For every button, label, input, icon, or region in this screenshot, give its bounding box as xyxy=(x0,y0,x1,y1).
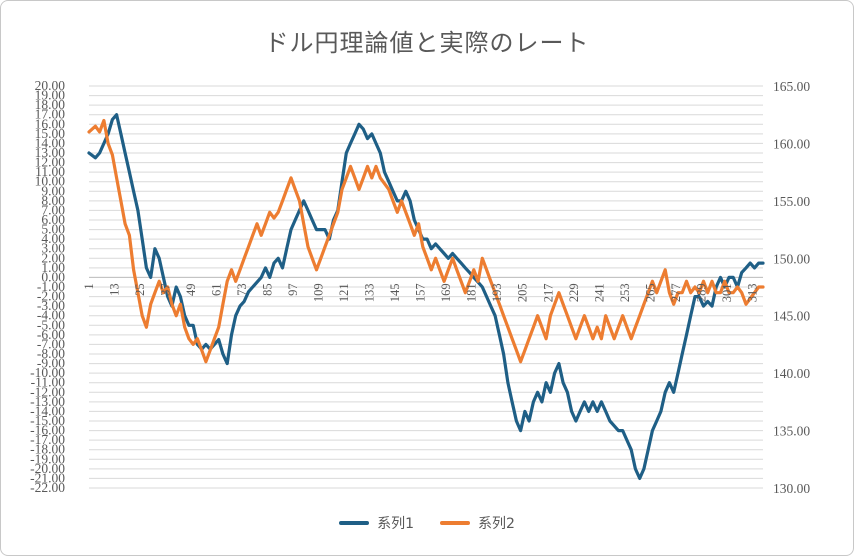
x-axis-tick-label: 253 xyxy=(618,283,632,302)
left-axis-tick-label: -22.00 xyxy=(30,480,65,495)
right-axis-tick-label: 165.00 xyxy=(773,79,810,94)
x-axis-tick-label: 193 xyxy=(490,283,504,302)
left-axis-tick-label: -15.00 xyxy=(30,413,65,428)
legend-label-series1: 系列1 xyxy=(377,516,414,532)
chart-title: ドル円理論値と実際のレート xyxy=(264,31,590,57)
left-axis-tick-label: 18.00 xyxy=(35,97,66,112)
left-axis-tick-label: 11.00 xyxy=(35,164,65,179)
x-axis-tick-label: 25 xyxy=(133,283,147,296)
left-axis-tick-label: 2.00 xyxy=(41,250,65,265)
left-axis-tick-label: 19.00 xyxy=(35,88,66,103)
right-axis-tick-label: 130.00 xyxy=(773,481,810,496)
x-axis-tick-label: 121 xyxy=(337,283,351,302)
x-axis-tick-label: 61 xyxy=(210,283,224,296)
right-axis-tick-label: 155.00 xyxy=(773,194,810,209)
x-axis-tick-label: 1 xyxy=(82,283,96,289)
x-axis-tick-label: 145 xyxy=(388,283,402,302)
left-axis-tick-label: 3.00 xyxy=(41,241,65,256)
left-axis-tick-label: 16.00 xyxy=(35,116,66,131)
left-axis-tick-label: -5.00 xyxy=(37,317,65,332)
legend-label-series2: 系列2 xyxy=(478,516,515,532)
x-axis-tick-label: 157 xyxy=(414,283,428,302)
left-axis-tick-label: -20.00 xyxy=(30,461,65,476)
x-axis-tick-label: 229 xyxy=(567,283,581,302)
left-axis-tick-label: -21.00 xyxy=(30,470,65,485)
left-axis-tick-label: 8.00 xyxy=(41,193,65,208)
left-axis-tick-label: -6.00 xyxy=(37,327,65,342)
x-axis-tick-label: 49 xyxy=(184,283,198,296)
left-axis-tick-label: -1.00 xyxy=(37,279,65,294)
x-axis-tick-label: 265 xyxy=(643,283,657,302)
x-axis-tick-label: 97 xyxy=(286,283,300,296)
x-axis-tick-label: 109 xyxy=(312,283,326,302)
x-axis-tick-label: 181 xyxy=(465,283,479,302)
x-axis-tick-label: 289 xyxy=(694,283,708,302)
left-axis-tick-label: -11.00 xyxy=(31,375,66,390)
x-axis-tick-label: 13 xyxy=(108,283,122,296)
left-axis-tick-label: 20.00 xyxy=(35,78,66,93)
right-axis-tick-label: 160.00 xyxy=(773,136,810,151)
series-line-2 xyxy=(87,118,765,364)
left-axis-tick-label: -13.00 xyxy=(30,394,65,409)
left-axis-tick-label: 10.00 xyxy=(35,174,66,189)
left-axis-tick-label: -2.00 xyxy=(37,289,65,304)
right-axis-tick-label: 145.00 xyxy=(773,309,810,324)
legend-item-series2: 系列2 xyxy=(440,513,515,533)
left-axis-tick-label: 1.00 xyxy=(41,260,65,275)
x-axis-tick-label: 37 xyxy=(159,283,173,296)
left-axis-tick-label: 6.00 xyxy=(41,212,65,227)
x-axis-tick-label: 241 xyxy=(592,283,606,302)
left-axis-tick-label: -14.00 xyxy=(30,403,65,418)
x-axis-tick-label: 73 xyxy=(235,283,249,296)
left-axis-tick-label: -9.00 xyxy=(37,356,65,371)
x-axis-tick-label: 301 xyxy=(720,283,734,302)
right-axis-tick-label: 150.00 xyxy=(773,251,810,266)
right-axis-tick-label: 135.00 xyxy=(773,424,810,439)
left-axis-tick-label: 4.00 xyxy=(41,231,65,246)
left-axis-tick-label: -17.00 xyxy=(30,432,65,447)
x-axis-tick-label: 169 xyxy=(439,283,453,302)
left-axis-tick-label: -12.00 xyxy=(30,384,65,399)
x-axis-tick-label: 217 xyxy=(541,283,555,302)
x-axis-tick-label: 277 xyxy=(669,283,683,302)
left-axis-tick-label: 13.00 xyxy=(35,145,66,160)
left-axis-tick-label: -3.00 xyxy=(37,298,65,313)
x-axis-tick-label: 313 xyxy=(745,283,759,302)
left-axis-tick-label: -4.00 xyxy=(37,308,65,323)
left-axis-tick-label: 0.00 xyxy=(41,269,65,284)
left-axis-tick-label: -19.00 xyxy=(30,451,65,466)
right-axis-tick-label: 140.00 xyxy=(773,366,810,381)
x-axis-tick-label: 205 xyxy=(516,283,530,302)
chart-legend: 系列1 系列2 xyxy=(1,513,853,533)
left-axis-tick-label: -8.00 xyxy=(37,346,65,361)
x-axis-tick-label: 85 xyxy=(261,283,275,296)
left-axis-tick-label: 12.00 xyxy=(35,155,66,170)
left-axis-tick-label: 17.00 xyxy=(35,107,66,122)
legend-swatch-series1 xyxy=(339,521,370,525)
left-axis-tick-label: 7.00 xyxy=(41,202,65,217)
x-axis-tick-label: 133 xyxy=(363,283,377,302)
legend-item-series1: 系列1 xyxy=(339,513,414,533)
legend-swatch-series2 xyxy=(440,521,470,525)
left-axis-tick-label: -7.00 xyxy=(37,336,65,351)
left-axis-tick-label: -18.00 xyxy=(30,442,65,457)
left-axis-tick-label: 5.00 xyxy=(41,222,65,237)
series-line-1 xyxy=(87,113,765,480)
left-axis-tick-label: 9.00 xyxy=(41,183,65,198)
left-axis-tick-label: -16.00 xyxy=(30,423,65,438)
left-axis-tick-label: 14.00 xyxy=(35,135,66,150)
left-axis-tick-label: -10.00 xyxy=(30,365,65,380)
left-axis-tick-label: 15.00 xyxy=(35,126,66,141)
